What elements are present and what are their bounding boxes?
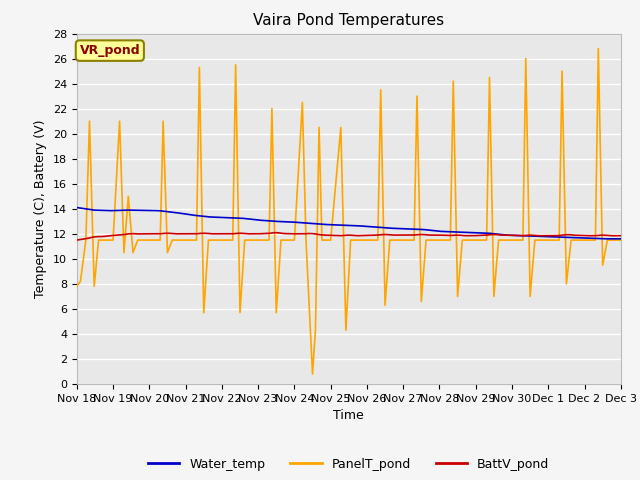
Title: Vaira Pond Temperatures: Vaira Pond Temperatures <box>253 13 444 28</box>
Text: VR_pond: VR_pond <box>79 44 140 57</box>
Y-axis label: Temperature (C), Battery (V): Temperature (C), Battery (V) <box>35 120 47 298</box>
X-axis label: Time: Time <box>333 409 364 422</box>
Legend: Water_temp, PanelT_pond, BattV_pond: Water_temp, PanelT_pond, BattV_pond <box>143 453 554 476</box>
